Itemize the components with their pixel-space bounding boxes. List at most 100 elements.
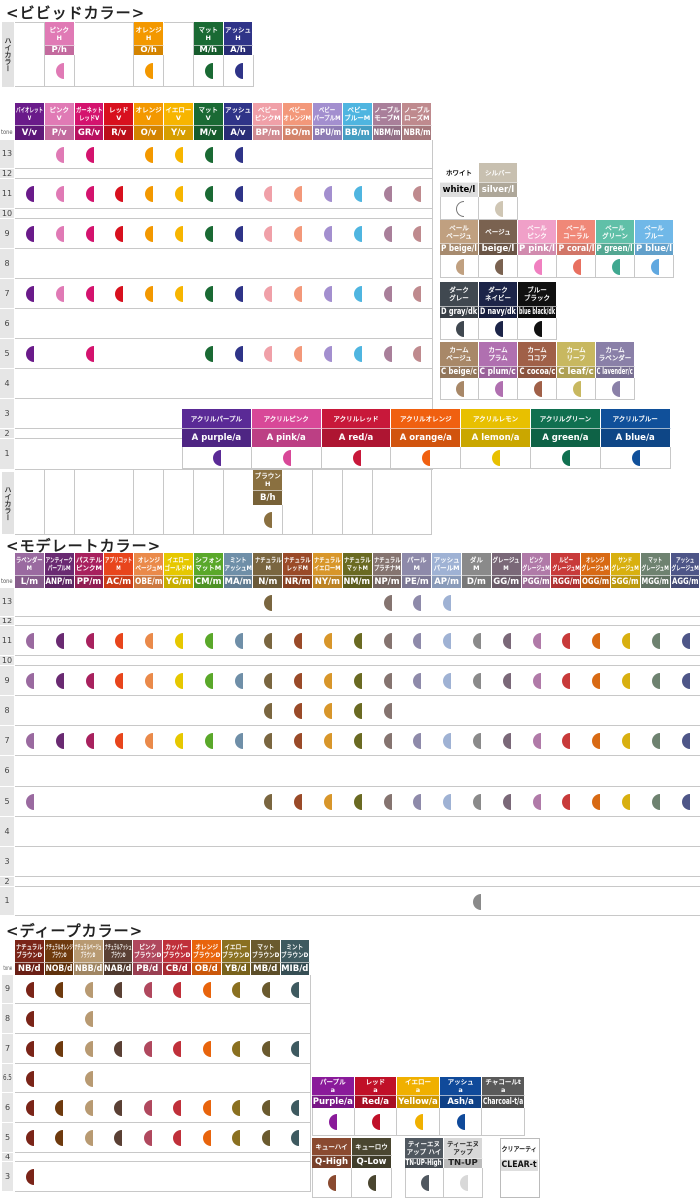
swatch-yg-m[interactable]	[174, 733, 183, 749]
swatch-np-m[interactable]	[383, 633, 392, 649]
swatch-n-m[interactable]	[264, 673, 273, 689]
swatch-d-m[interactable]	[472, 893, 481, 910]
color-code-pgg-m-text[interactable]: PGG/m	[522, 576, 550, 587]
color-code-p-v[interactable]: P/v	[44, 125, 75, 140]
color-code-d-m[interactable]: D/m	[462, 575, 492, 588]
swatch-mib-d[interactable]	[291, 1100, 300, 1116]
color-code-c-cocoa-c[interactable]: C cocoa/c	[518, 366, 557, 378]
swatch-gg-m[interactable]	[502, 794, 511, 810]
color-code-charcoal-t-a[interactable]: Charcoal-t/a	[482, 1095, 525, 1108]
color-code-pe-m-text[interactable]: PE/m	[404, 576, 429, 587]
color-code-y-v[interactable]: Y/v	[164, 125, 194, 140]
swatch-bp-m[interactable]	[264, 226, 273, 242]
color-code-d-navy-dk-text[interactable]: D navy/dk	[480, 307, 516, 317]
swatch-ma-m[interactable]	[234, 733, 243, 749]
swatch-sgg-m[interactable]	[621, 733, 630, 749]
color-code-a-red-a[interactable]: A red/a	[321, 428, 392, 447]
swatch-ap-m[interactable]	[443, 633, 452, 649]
color-code-tn-up-high-text[interactable]: TN-UP-High	[405, 1158, 443, 1168]
swatch-np-m[interactable]	[383, 703, 392, 719]
color-code-a-red-a-text[interactable]: A red/a	[338, 432, 374, 443]
swatch-nob-d[interactable]	[55, 1041, 64, 1057]
swatch-sgg-m[interactable]	[621, 673, 630, 689]
color-code-ap-m-text[interactable]: AP/m	[434, 576, 459, 587]
color-code-sgg-m[interactable]: SGG/m	[611, 575, 641, 588]
color-code-c-plum-c-text[interactable]: C plum/c	[479, 367, 517, 377]
swatch-a-v[interactable]	[234, 286, 243, 302]
swatch-ob-d[interactable]	[202, 1130, 211, 1146]
color-code-a-lemon-a[interactable]: A lemon/a	[461, 428, 531, 447]
swatch-bb-m[interactable]	[353, 226, 362, 242]
swatch-pe-m[interactable]	[413, 794, 422, 810]
swatch-mib-d[interactable]	[291, 1130, 300, 1146]
swatch-o-v[interactable]	[145, 186, 154, 202]
swatch-p-v[interactable]	[55, 146, 64, 163]
color-code-n-m-text[interactable]: N/m	[258, 576, 278, 587]
color-code-white-l-text[interactable]: white/l	[442, 184, 476, 195]
swatch-ogg-m[interactable]	[592, 633, 601, 649]
swatch-nab-d[interactable]	[114, 1100, 123, 1116]
swatch-c-beige-c[interactable]	[455, 381, 464, 397]
swatch-m-v[interactable]	[204, 226, 213, 242]
swatch-q-low[interactable]	[368, 1175, 376, 1191]
swatch-n-m[interactable]	[264, 794, 273, 810]
swatch-obe-m[interactable]	[145, 733, 154, 749]
swatch-agg-m[interactable]	[681, 794, 690, 810]
color-code-pe-m[interactable]: PE/m	[402, 575, 433, 588]
swatch-tn-up[interactable]	[459, 1175, 468, 1191]
color-code-white-l[interactable]: white/l	[440, 182, 479, 197]
swatch-cm-m[interactable]	[204, 673, 213, 689]
color-code-ac-m-text[interactable]: AC/m	[106, 576, 132, 587]
swatch-nm-m[interactable]	[353, 794, 362, 810]
color-code-p-pink-l-text[interactable]: P pink/l	[519, 244, 555, 254]
color-code-v-v-text[interactable]: V/v	[21, 127, 38, 138]
color-code-p-coral-l[interactable]: P coral/l	[557, 243, 596, 255]
swatch-bo-m[interactable]	[294, 186, 303, 202]
color-code-obe-m-text[interactable]: OBE/m	[134, 576, 163, 587]
swatch-mb-d[interactable]	[261, 981, 270, 998]
color-code-purple-a-text[interactable]: Purple/a	[312, 1096, 353, 1107]
swatch-ob-d[interactable]	[202, 981, 211, 998]
swatch-cm-m[interactable]	[204, 733, 213, 749]
swatch-nbm-m[interactable]	[383, 286, 392, 302]
swatch-np-m[interactable]	[383, 594, 392, 611]
swatch-p-v[interactable]	[55, 286, 64, 302]
color-code-p-blue-l-text[interactable]: P blue/l	[635, 244, 673, 254]
color-code-o-h-text[interactable]: O/h	[140, 45, 157, 55]
swatch-nab-d[interactable]	[114, 1130, 123, 1146]
color-code-a-green-a-text[interactable]: A green/a	[542, 432, 589, 443]
swatch-a-v[interactable]	[234, 146, 243, 163]
swatch-ac-m[interactable]	[115, 733, 124, 749]
color-code-nbb-d[interactable]: NBB/d	[74, 962, 104, 975]
swatch-np-m[interactable]	[383, 733, 392, 749]
color-code-ogg-m[interactable]: OGG/m	[581, 575, 611, 588]
swatch-gr-v[interactable]	[85, 346, 94, 362]
swatch-ac-m[interactable]	[115, 673, 124, 689]
color-code-nb-d-text[interactable]: NB/d	[17, 963, 41, 974]
color-code-r-v-text[interactable]: R/v	[111, 127, 127, 138]
swatch-mb-d[interactable]	[261, 1130, 270, 1146]
swatch-n-m[interactable]	[264, 594, 273, 611]
swatch-pp-m[interactable]	[85, 673, 94, 689]
swatch-bb-m[interactable]	[353, 186, 362, 202]
swatch-gr-v[interactable]	[85, 286, 94, 302]
color-code-np-m[interactable]: NP/m	[372, 575, 403, 588]
color-code-bpu-m[interactable]: BPU/m	[313, 125, 343, 140]
swatch-nbm-m[interactable]	[383, 226, 392, 242]
swatch-nb-d[interactable]	[25, 1169, 34, 1185]
swatch-bpu-m[interactable]	[323, 226, 332, 242]
swatch-ny-m[interactable]	[323, 673, 332, 689]
swatch-a-v[interactable]	[234, 186, 243, 202]
color-code-a-v-text[interactable]: A/v	[230, 127, 246, 138]
swatch-pb-d[interactable]	[143, 1041, 152, 1057]
swatch-anp-m[interactable]	[55, 633, 64, 649]
color-code-q-low[interactable]: Q-Low	[352, 1155, 392, 1168]
swatch-mgg-m[interactable]	[651, 633, 660, 649]
swatch-ap-m[interactable]	[443, 673, 452, 689]
color-code-ob-d[interactable]: OB/d	[192, 962, 222, 975]
color-code-a-purple-a[interactable]: A purple/a	[182, 428, 252, 447]
color-code-b-h-text[interactable]: B/h	[259, 492, 276, 503]
color-code-p-v-text[interactable]: P/v	[51, 127, 67, 138]
color-code-blue-black-dk-text[interactable]: blue black/dk	[518, 307, 556, 317]
color-code-nab-d[interactable]: NAB/d	[103, 962, 133, 975]
